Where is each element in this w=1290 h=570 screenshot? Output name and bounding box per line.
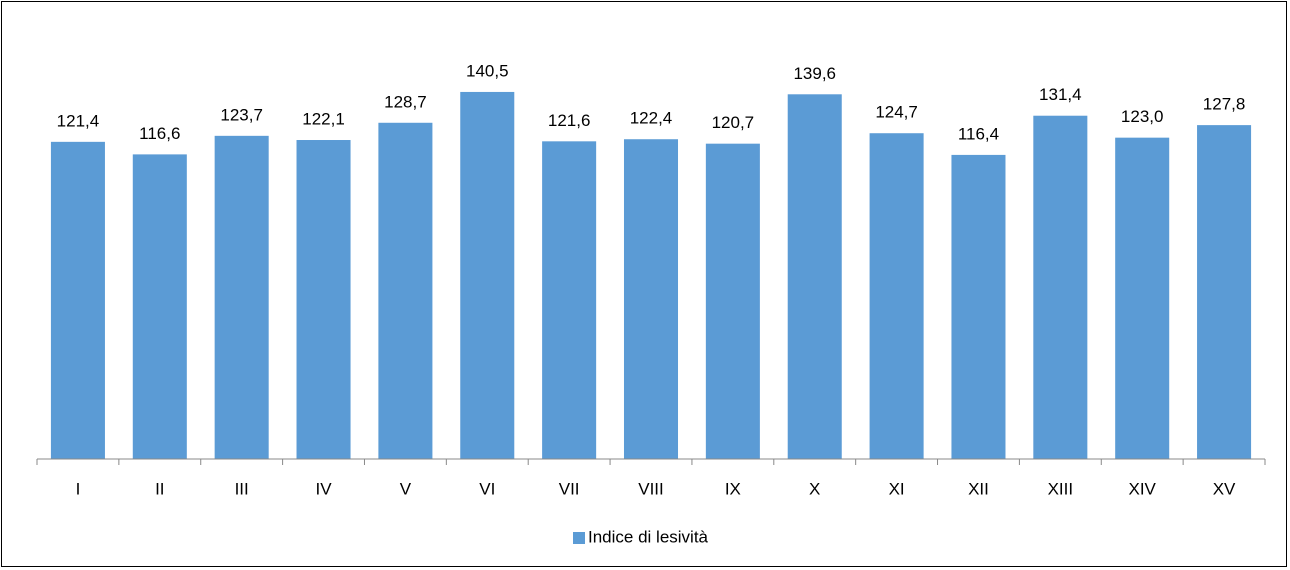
- x-tick-label: VII: [559, 479, 580, 498]
- value-label: 127,8: [1203, 95, 1246, 114]
- bar: [1115, 137, 1170, 459]
- x-tick-label: XI: [889, 479, 905, 498]
- value-label: 122,4: [630, 109, 673, 128]
- x-tick-label: IX: [725, 479, 741, 498]
- x-tick-label: I: [76, 479, 81, 498]
- x-tick-label: XIV: [1128, 479, 1156, 498]
- bar: [132, 154, 187, 459]
- x-tick-label: VIII: [638, 479, 664, 498]
- bar: [50, 141, 105, 459]
- value-label: 116,4: [958, 124, 999, 143]
- x-tick-label: XIII: [1048, 479, 1074, 498]
- x-tick-label: VI: [479, 479, 495, 498]
- value-label: 131,4: [1039, 85, 1082, 104]
- value-label: 140,5: [466, 61, 509, 80]
- x-tick-label: IV: [316, 479, 333, 498]
- bar: [542, 141, 597, 459]
- value-label: 139,6: [793, 64, 836, 83]
- value-label: 121,6: [548, 111, 591, 130]
- x-tick-label: II: [155, 479, 164, 498]
- value-label: 121,4: [57, 111, 100, 130]
- x-tick-label: V: [400, 479, 412, 498]
- value-label: 124,7: [875, 103, 918, 122]
- bar: [705, 143, 760, 459]
- value-label: 123,7: [220, 105, 263, 124]
- bar: [296, 140, 351, 460]
- x-tick-label: X: [809, 479, 820, 498]
- legend-label: Indice di lesività: [588, 527, 709, 546]
- value-label: 128,7: [384, 92, 427, 111]
- x-tick-label: III: [235, 479, 249, 498]
- bar: [460, 91, 515, 459]
- value-label: 122,1: [302, 109, 345, 128]
- value-label: 120,7: [712, 113, 755, 132]
- x-tick-label: XV: [1213, 479, 1236, 498]
- legend-swatch: [573, 532, 585, 544]
- bar: [214, 135, 269, 460]
- bar: [1033, 115, 1088, 459]
- value-label: 123,0: [1121, 107, 1164, 126]
- bar: [951, 154, 1006, 459]
- bar: [623, 139, 679, 460]
- bar: [787, 94, 842, 460]
- bar: [869, 133, 924, 459]
- bar: [1197, 125, 1252, 459]
- bar: [378, 122, 433, 460]
- x-tick-label: XII: [968, 479, 989, 498]
- value-label: 116,6: [139, 124, 180, 143]
